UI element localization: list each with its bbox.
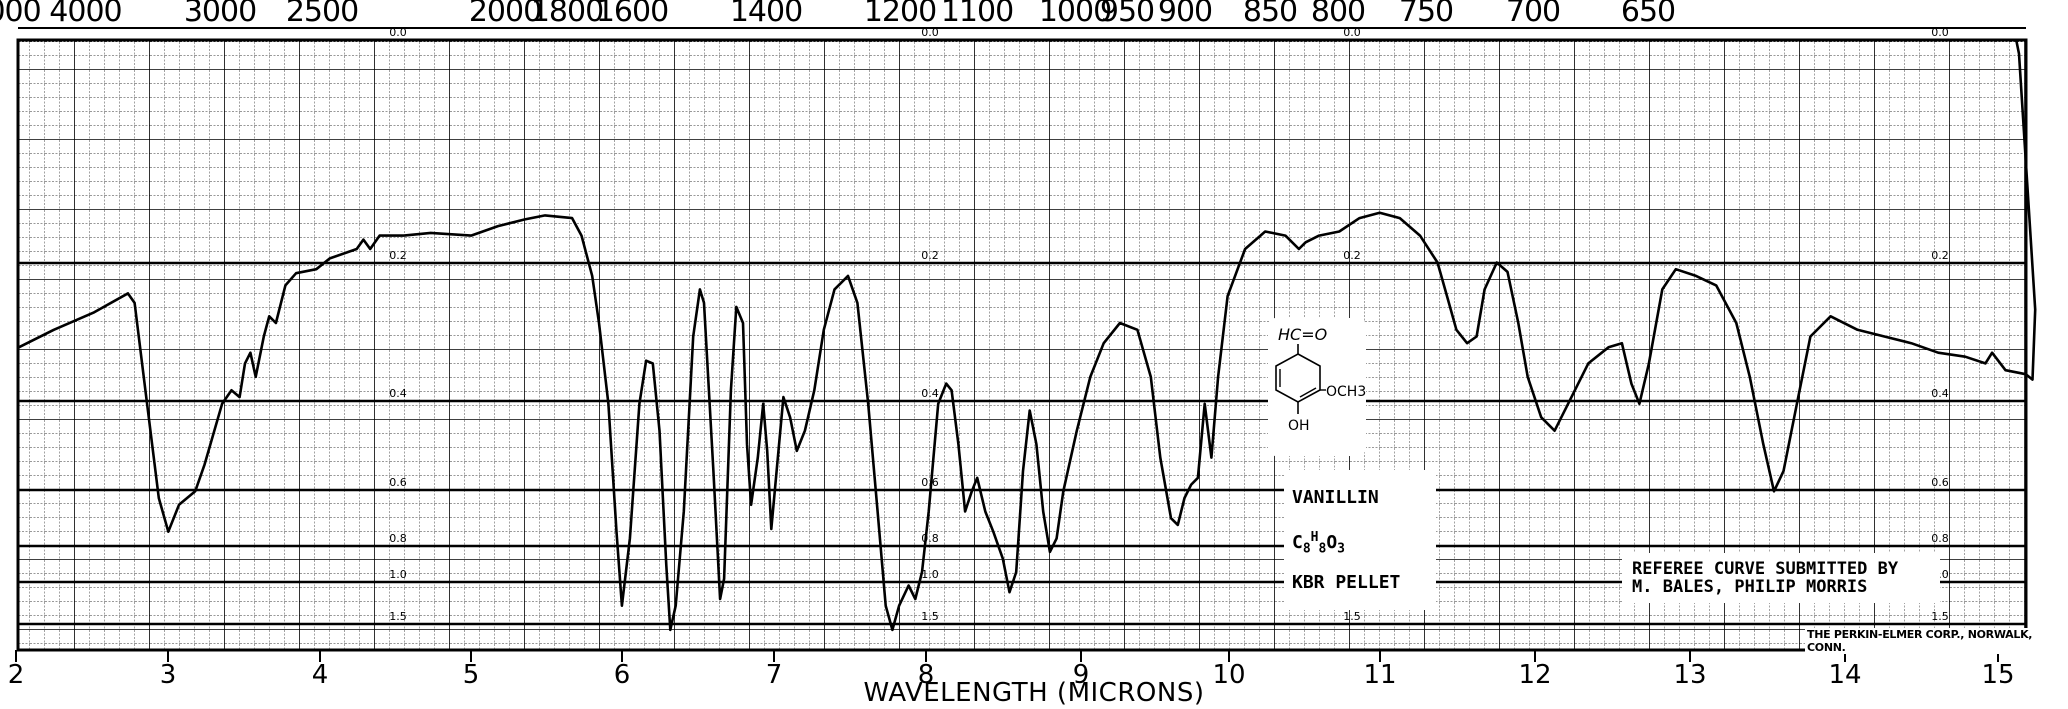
wavenumber-label: 850 (1242, 0, 1298, 29)
absorbance-label: 1.5 (1931, 610, 1949, 623)
micron-label: 9 (1072, 660, 1090, 690)
wavenumber-label: 900 (1157, 0, 1213, 29)
absorbance-label: 0.4 (1931, 387, 1949, 400)
wavenumber-label: 1800 (530, 0, 604, 29)
wavenumber-label: 1000 (1038, 0, 1112, 29)
wavenumber-label: 650 (1620, 0, 1676, 29)
x-axis-title: WAVELENGTH (MICRONS) (863, 678, 1205, 708)
major-grid (18, 40, 2026, 650)
referee-credit: REFEREE CURVE SUBMITTED BY M. BALES, PHI… (1632, 560, 1898, 596)
micron-label: 8 (917, 660, 935, 690)
publisher-imprint: THE PERKIN-ELMER CORP., NORWALK, CONN. (1805, 628, 2068, 654)
micron-label: 11 (1363, 660, 1397, 690)
micron-ticks (15, 650, 1999, 662)
plot-frame (16, 38, 2028, 652)
absorbance-label: 0.8 (921, 532, 939, 545)
micron-label: 12 (1518, 660, 1552, 690)
aldehyde-label: HC=O (1278, 325, 1327, 344)
absorbance-label: 0.4 (389, 387, 407, 400)
micron-label: 2 (7, 660, 25, 690)
absorbance-label: 0.2 (1343, 249, 1361, 262)
credit-line-1: REFEREE CURVE SUBMITTED BY (1632, 559, 1899, 579)
credit-line-2: M. BALES, PHILIP MORRIS (1632, 577, 1868, 597)
absorbance-label: 0.2 (389, 249, 407, 262)
absorbance-label: 0.0 (1931, 26, 1949, 39)
absorbance-label: 0.6 (389, 476, 407, 489)
absorbance-label: 1.0 (389, 568, 407, 581)
wavenumber-label: 1600 (595, 0, 669, 29)
wavenumber-label: 1100 (940, 0, 1014, 29)
structure-box: HC=O OCH3 OH (1268, 318, 1366, 456)
sample-info-box (1284, 470, 1436, 610)
molecular-formula: C8H8O3 (1292, 530, 1345, 557)
wavenumber-label: 950 (1099, 0, 1155, 29)
absorbance-label: 1.0 (921, 568, 939, 581)
micron-label: 15 (1981, 660, 2015, 690)
absorbance-label: 1.5 (389, 610, 407, 623)
absorbance-label: 0.2 (921, 249, 939, 262)
methoxy-label: OCH3 (1326, 384, 1366, 400)
hydroxyl-label: OH (1288, 418, 1310, 434)
micron-label: 14 (1828, 660, 1862, 690)
wavenumber-label: 5000 4000 (0, 0, 123, 29)
absorbance-label: 0.0 (389, 26, 407, 39)
sample-preparation: KBR PELLET (1292, 572, 1401, 593)
absorbance-label: 0.0 (921, 26, 939, 39)
micron-label: 7 (765, 660, 783, 690)
micron-label: 10 (1212, 660, 1246, 690)
wavenumber-label: 800 (1310, 0, 1366, 29)
wavenumber-label: 750 (1398, 0, 1454, 29)
absorbance-label: 1.5 (1343, 610, 1361, 623)
absorbance-label: 0.4 (921, 387, 939, 400)
spectrum-trace (18, 40, 2037, 632)
micron-label: 6 (613, 660, 631, 690)
wavenumber-label: 1400 (729, 0, 803, 29)
absorbance-label: 0.0 (1343, 26, 1361, 39)
absorbance-label: 0.6 (921, 476, 939, 489)
absorbance-label: 1.5 (921, 610, 939, 623)
referee-credit-box (1622, 553, 1940, 603)
absorbance-label: 0.8 (1931, 532, 1949, 545)
absorbance-label: 0.6 (1931, 476, 1949, 489)
micron-label: 5 (462, 660, 480, 690)
sample-name: VANILLIN (1292, 487, 1379, 508)
wavenumber-label: 3000 (183, 0, 257, 29)
micron-label: 3 (159, 660, 177, 690)
absorbance-label: 0.8 (389, 532, 407, 545)
wavenumber-label: 2500 (285, 0, 359, 29)
wavenumber-label: 700 (1505, 0, 1561, 29)
micron-label: 13 (1673, 660, 1707, 690)
micron-label: 4 (311, 660, 329, 690)
absorbance-label: 0.2 (1931, 249, 1949, 262)
wavenumber-label: 1200 (863, 0, 937, 29)
vanillin-structure-icon: HC=O OCH3 OH (1275, 325, 1366, 434)
wavenumber-label: 2000 (468, 0, 542, 29)
